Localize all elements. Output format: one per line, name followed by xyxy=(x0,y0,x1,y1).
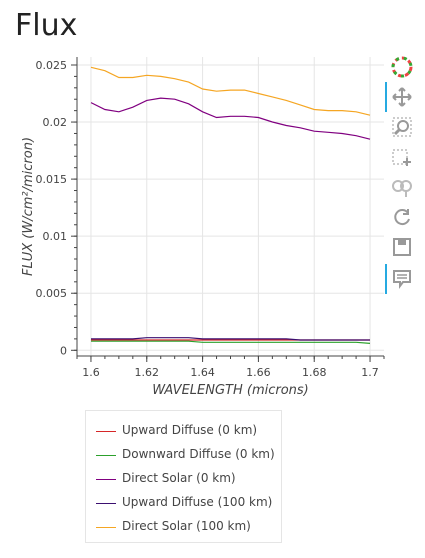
hover-tool-icon[interactable] xyxy=(385,264,413,294)
x-tick-label-3: 1.66 xyxy=(246,366,271,379)
x-tick-label-5: 1.7 xyxy=(361,366,379,379)
legend-label: Downward Diffuse (0 km) xyxy=(122,447,275,461)
save-tool-icon[interactable] xyxy=(391,236,413,258)
chart-title: Flux xyxy=(15,8,78,43)
x-axis-label: WAVELENGTH (microns) xyxy=(152,383,309,398)
y-tick-label-0: 0 xyxy=(60,344,67,357)
legend-swatch xyxy=(96,479,116,480)
box-zoom-tool-icon[interactable] xyxy=(391,116,413,138)
chart-plot[interactable]: 1.6 1.62 1.64 1.66 1.68 1.7 0 0.005 0.01 0.015 0.0… xyxy=(0,0,385,400)
x-tick-label-2: 1.64 xyxy=(190,366,215,379)
x-tick-label-1: 1.62 xyxy=(135,366,160,379)
y-tick-label-2: 0.01 xyxy=(43,230,68,243)
legend-label: Direct Solar (0 km) xyxy=(122,471,236,485)
legend-label: Direct Solar (100 km) xyxy=(122,519,251,533)
box-select-tool-icon[interactable] xyxy=(391,146,413,168)
lasso-tool-icon[interactable] xyxy=(391,176,413,198)
x-tick-label-4: 1.68 xyxy=(302,366,327,379)
pan-tool-icon[interactable] xyxy=(385,82,413,112)
x-tick-label-0: 1.6 xyxy=(82,366,100,379)
series-line-3 xyxy=(91,337,370,341)
legend-swatch xyxy=(96,431,116,432)
plot-area xyxy=(77,57,384,356)
y-tick-label-1: 0.005 xyxy=(36,287,68,300)
series-line-4 xyxy=(90,66,371,116)
y-tick-label-5: 0.025 xyxy=(36,59,68,72)
legend-swatch xyxy=(96,503,116,504)
y-tick-label-4: 0.02 xyxy=(43,116,68,129)
reset-tool-icon[interactable] xyxy=(391,206,413,228)
chart-legend: Upward Diffuse (0 km) Downward Diffuse (0… xyxy=(85,410,282,543)
legend-label: Upward Diffuse (100 km) xyxy=(122,495,273,509)
y-tick-label-3: 0.015 xyxy=(36,173,68,186)
bokeh-logo-icon[interactable] xyxy=(391,56,413,78)
series-line-2 xyxy=(90,97,371,140)
series-line-1 xyxy=(91,340,371,344)
legend-label: Upward Diffuse (0 km) xyxy=(122,423,258,437)
legend-swatch xyxy=(96,527,116,528)
y-axis-label: FLUX (W/cm²/micron) xyxy=(21,137,36,276)
legend-swatch xyxy=(96,455,116,456)
